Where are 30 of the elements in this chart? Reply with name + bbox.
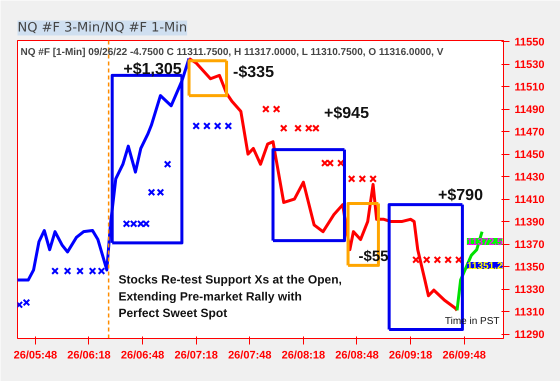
y-tick-label: 11530 <box>514 59 544 72</box>
y-tick-label: 11470 <box>514 126 544 139</box>
y-tick-label: 11370 <box>514 239 544 252</box>
annotation: Stocks Re-test Support Xs at the Open, Extending Pre-market Rally with Perfect Sweet Spot <box>118 272 342 320</box>
x-tick-label: 26/09:18 <box>388 350 432 362</box>
y-tick-label: 11450 <box>514 149 544 162</box>
y-tick-label: 11290 <box>514 329 544 341</box>
y-tick-label: 11310 <box>514 306 544 319</box>
x-tick-label: 26/07:48 <box>228 350 272 362</box>
x-tick-label: 26/06:18 <box>67 350 111 362</box>
y-tick-label: 11350 <box>514 262 544 274</box>
text: NQ #F [1-Min] 09/26/22 -4.7500 C 11311.7500, H 11317.0000, L 11310.7500, O 11316.0000, V <box>20 47 444 58</box>
y-tick-label: 11430 <box>514 172 544 184</box>
y-tick-label: 11550 <box>514 36 544 49</box>
annotation: -$335 <box>233 64 274 81</box>
x-tick-label: 26/06:48 <box>120 350 164 362</box>
y-tick-label: 11410 <box>514 194 544 206</box>
y-tick-label: 11330 <box>514 284 544 296</box>
y-tick-label: 11390 <box>514 216 544 229</box>
annotation: +$945 <box>324 105 370 122</box>
chart-title: NQ #F 3-Min/NQ #F 1-Min <box>18 20 188 36</box>
y-tick-label: 11510 <box>514 82 544 94</box>
x-tick-label: 26/09:48 <box>442 350 486 362</box>
x-tick-label: 26/08:18 <box>282 350 326 362</box>
annotation: +$1,305 <box>123 61 182 78</box>
annotation: +$790 <box>438 187 484 204</box>
y-tick-label: 11490 <box>514 104 544 116</box>
x-tick-label: 26/08:48 <box>335 350 379 362</box>
x-tick-label: 26/05:48 <box>14 350 58 362</box>
x-tick-label: 26/07:18 <box>174 350 218 362</box>
